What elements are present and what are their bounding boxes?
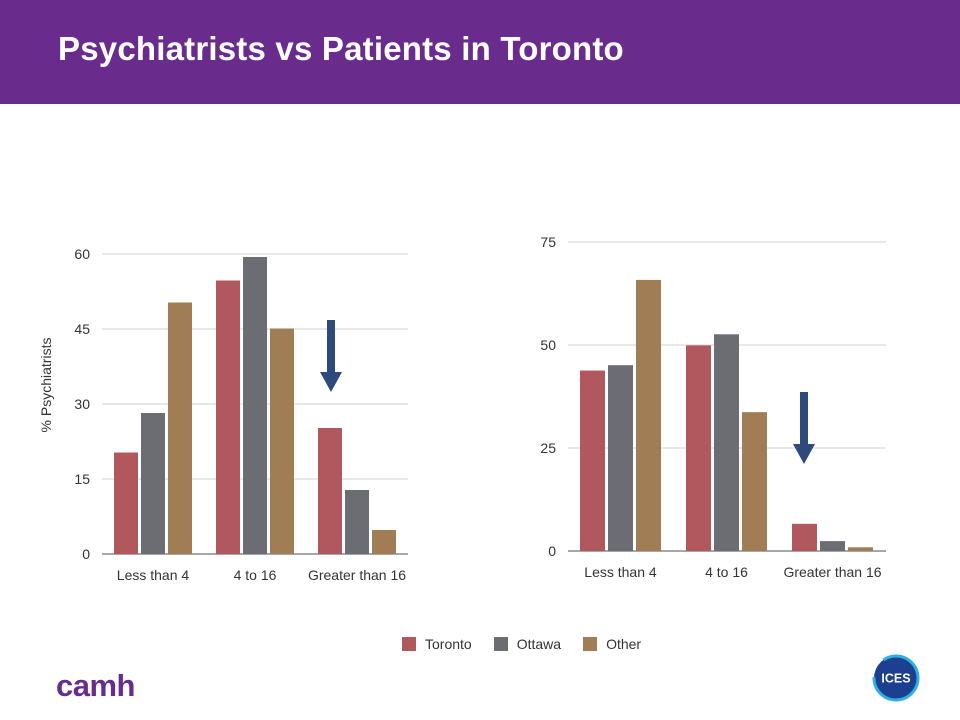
legend-item-other: Other (583, 636, 641, 652)
bar-toronto-1 (114, 452, 138, 554)
y-tick-label: 0 (82, 546, 90, 562)
bar-other-3 (372, 530, 396, 554)
ices-logo-text: ICES (881, 672, 910, 686)
y-tick-label: 0 (548, 543, 556, 559)
x-category-label: Greater than 16 (308, 567, 406, 583)
legend-item-ottawa: Ottawa (493, 636, 562, 652)
y-tick-label: 25 (540, 440, 556, 456)
bar-ottawa-3 (345, 490, 369, 554)
y-tick-label: 75 (540, 234, 556, 250)
camh-logo: camh (56, 668, 135, 703)
bar-other-2 (270, 328, 294, 554)
x-category-label: Less than 4 (117, 567, 190, 583)
legend-swatch (493, 637, 508, 651)
bar-ottawa-2 (243, 257, 267, 554)
bar-toronto-1 (580, 370, 605, 551)
bar-ottawa-2 (714, 334, 739, 551)
bar-other-3 (848, 547, 873, 551)
legend-item-toronto: Toronto (402, 636, 472, 652)
ices-logo: ICES (872, 654, 920, 702)
bar-other-2 (742, 412, 767, 551)
x-category-label: 4 to 16 (705, 564, 748, 580)
legend-swatch (402, 637, 416, 651)
y-tick-label: 15 (74, 471, 90, 487)
bar-ottawa-3 (820, 541, 845, 551)
legend-label: Toronto (425, 636, 472, 652)
psychiatrists-chart: 0 15 30 45 60 Less than 4 4 to 16 Greater than… (38, 246, 408, 583)
down-arrow-annotation (793, 392, 815, 464)
x-category-label: Greater than 16 (783, 564, 881, 580)
bar-other-1 (636, 279, 661, 551)
bar-toronto-2 (216, 280, 240, 554)
y-axis-label: % Psychiatrists (38, 338, 54, 433)
y-tick-label: 30 (74, 396, 90, 412)
y-tick-label: 60 (74, 246, 90, 262)
legend-label: Ottawa (516, 636, 562, 652)
bar-toronto-2 (686, 345, 711, 551)
patients-chart: 0 25 50 75 Less than 4 4 to 16 Greater than 1… (540, 234, 886, 580)
y-tick-label: 45 (74, 321, 90, 337)
title-bar: Psychiatrists vs Patients in Toronto (0, 0, 960, 104)
bar-ottawa-1 (608, 365, 633, 551)
bar-toronto-3 (318, 428, 342, 554)
y-tick-label: 50 (540, 337, 556, 353)
legend-label: Other (606, 636, 642, 652)
legend-swatch (583, 637, 598, 651)
x-category-label: 4 to 16 (234, 567, 277, 583)
down-arrow-annotation (320, 320, 342, 392)
legend: Toronto Ottawa Other (402, 634, 663, 654)
bar-other-1 (168, 302, 192, 554)
bar-ottawa-1 (141, 413, 165, 554)
x-category-label: Less than 4 (584, 564, 657, 580)
slide-title: Psychiatrists vs Patients in Toronto (58, 30, 624, 67)
bar-toronto-3 (792, 523, 817, 551)
